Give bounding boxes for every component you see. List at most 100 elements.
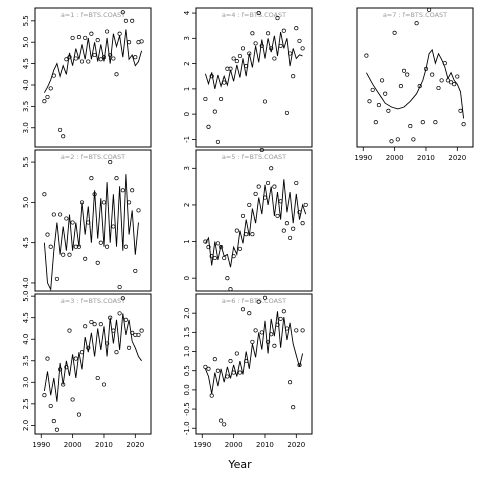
data-point — [275, 322, 280, 327]
data-point — [86, 59, 91, 64]
data-point — [133, 268, 138, 273]
data-point — [420, 120, 425, 125]
series-line — [204, 311, 304, 394]
data-point — [417, 84, 422, 89]
data-point — [269, 166, 274, 171]
y-tick-label: 3 — [183, 36, 191, 40]
data-point — [76, 244, 81, 249]
series-line — [204, 31, 303, 89]
data-point — [70, 397, 75, 402]
data-point — [133, 55, 138, 60]
data-point — [58, 127, 63, 132]
data-point — [240, 307, 246, 312]
data-point — [408, 124, 413, 129]
data-point — [300, 46, 305, 51]
data-point — [414, 21, 419, 26]
data-point — [449, 80, 454, 85]
data-point — [234, 59, 239, 64]
data-point — [76, 35, 81, 40]
panel-frame — [34, 293, 152, 435]
data-point — [272, 56, 277, 61]
data-point — [51, 73, 56, 78]
data-point — [458, 108, 463, 113]
x-axis-label: Year — [227, 458, 252, 471]
x-tick-label: 2000 — [225, 441, 243, 449]
data-point — [108, 160, 113, 165]
data-point — [70, 35, 75, 40]
y-tick-label: 4.5 — [22, 58, 30, 69]
data-point — [288, 51, 293, 56]
x-tick-label: 2010 — [95, 441, 113, 449]
data-point — [101, 200, 107, 205]
y-tick-label: -0.5 — [183, 402, 191, 416]
data-point — [253, 191, 258, 196]
data-point — [45, 356, 50, 361]
panel: a=6 : f=BTS.COAST -1.0 -0.5 0.0 0.5 1.0 1.5 2.0… — [183, 293, 313, 449]
data-point — [411, 137, 416, 142]
data-point — [231, 370, 236, 375]
data-point — [45, 94, 50, 100]
data-point — [380, 78, 385, 83]
data-point — [117, 284, 122, 290]
data-point — [101, 55, 107, 60]
data-point — [215, 139, 220, 144]
data-point — [219, 418, 224, 423]
y-tick-label: 0 — [183, 276, 191, 280]
data-point — [67, 252, 72, 257]
data-point — [108, 52, 113, 58]
data-point — [95, 260, 100, 265]
data-point — [364, 53, 369, 58]
y-tick-label: 4.0 — [22, 334, 30, 345]
series-line — [44, 29, 143, 93]
data-point — [256, 11, 261, 16]
data-point — [244, 64, 249, 69]
data-point — [67, 328, 72, 333]
data-point — [222, 422, 227, 427]
panel-title: a=4 : f=BTS.COAST — [222, 11, 286, 19]
data-point — [89, 319, 94, 325]
panel-title: a=3 : f=BTS.COAST — [61, 297, 125, 305]
y-tick-label: 2.5 — [22, 398, 30, 409]
data-point — [127, 345, 132, 350]
data-point — [244, 232, 249, 237]
y-tick-label: 2 — [183, 61, 191, 65]
panel-frame — [195, 293, 313, 435]
data-point — [288, 235, 293, 240]
data-point — [83, 35, 88, 40]
y-tick-label: 3.0 — [22, 377, 30, 388]
data-point — [215, 368, 220, 373]
data-point — [117, 311, 122, 316]
data-point — [117, 31, 122, 36]
y-tick-label: 1.0 — [183, 346, 191, 357]
data-point — [114, 350, 119, 355]
data-point — [430, 72, 435, 77]
y-tick-label: 5.5 — [22, 15, 30, 26]
data-point — [67, 55, 72, 60]
data-point — [278, 199, 283, 204]
data-point — [92, 192, 97, 197]
data-point — [297, 210, 302, 215]
data-point — [212, 109, 217, 114]
data-point — [64, 365, 69, 370]
panel-frame — [34, 149, 152, 292]
data-point — [452, 82, 457, 87]
data-point — [111, 328, 116, 333]
x-tick-label: 2000 — [64, 441, 82, 449]
data-point — [127, 40, 132, 45]
data-point — [89, 176, 94, 181]
data-point — [281, 228, 286, 233]
x-tick-label: 1990 — [32, 441, 50, 449]
data-point — [237, 53, 242, 59]
data-point — [278, 316, 283, 321]
data-point — [73, 356, 78, 361]
y-tick-label: 5.0 — [22, 37, 30, 48]
x-tick-label: 1990 — [193, 441, 211, 449]
data-point — [105, 29, 110, 34]
data-point — [215, 241, 220, 246]
data-point — [291, 74, 296, 79]
series-line — [43, 174, 139, 292]
panel: a=3 : f=BTS.COAST 2.0 2.5 3.0 3.5 4.0 4.5 5.0 19… — [22, 291, 152, 449]
data-point — [278, 43, 283, 48]
data-point — [139, 328, 144, 333]
data-point — [61, 382, 66, 387]
